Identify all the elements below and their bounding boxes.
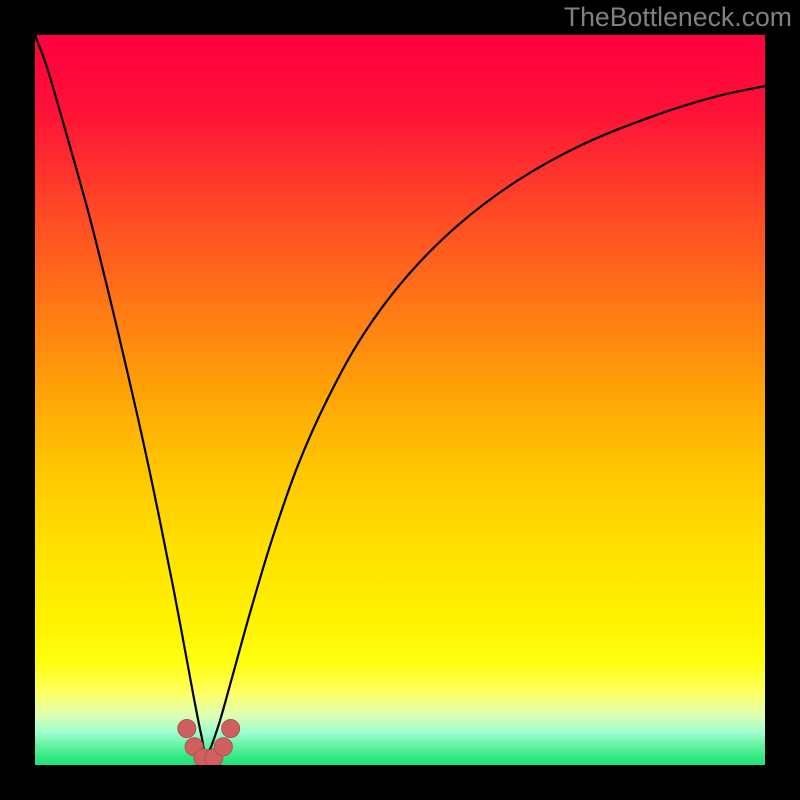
- watermark-text: TheBottleneck.com: [564, 2, 792, 33]
- marker-dot: [222, 720, 240, 738]
- marker-dot: [178, 720, 196, 738]
- plot-svg: [35, 35, 765, 765]
- gradient-background: [35, 35, 765, 765]
- plot-area: [35, 35, 765, 765]
- marker-dot: [214, 738, 232, 756]
